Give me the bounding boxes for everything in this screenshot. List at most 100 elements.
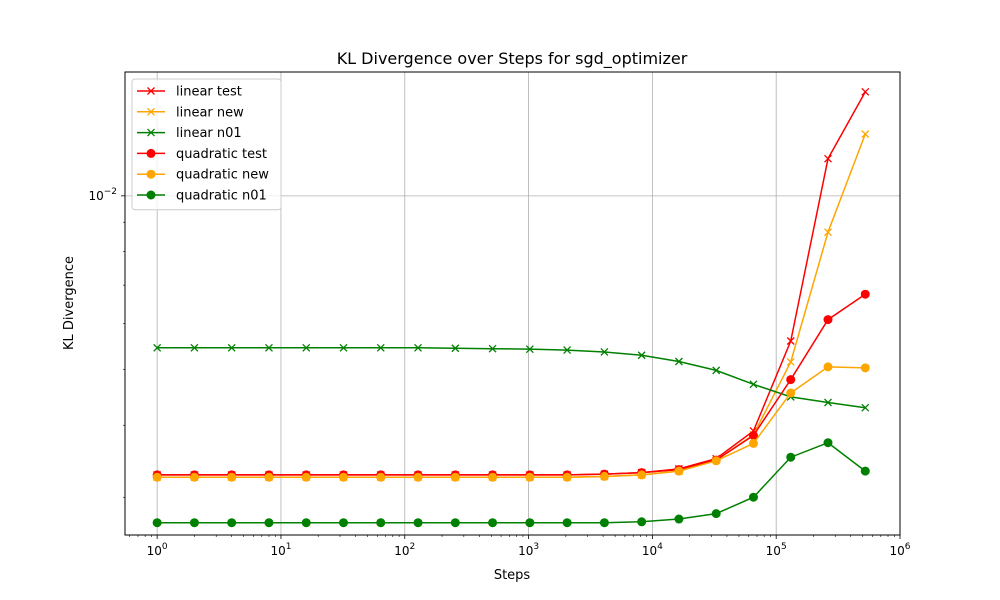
x-tick-base: 10 xyxy=(642,544,657,558)
data-point xyxy=(338,518,348,528)
legend-label: quadratic test xyxy=(176,147,267,162)
x-tick-base: 10 xyxy=(147,544,162,558)
data-point xyxy=(338,472,348,482)
data-point xyxy=(339,343,348,352)
data-point xyxy=(748,430,758,440)
data-point xyxy=(786,358,795,366)
legend-item: linear n01 xyxy=(137,126,242,141)
data-point xyxy=(860,466,870,476)
x-axis-label: Steps xyxy=(494,568,531,583)
data-point xyxy=(824,228,832,237)
x-tick-label: 103 xyxy=(518,542,539,558)
data-point xyxy=(189,472,199,482)
data-point xyxy=(376,518,386,528)
x-tick-label: 104 xyxy=(642,542,663,558)
data-point xyxy=(450,518,460,528)
data-point xyxy=(786,375,796,385)
data-point xyxy=(860,289,870,299)
x-tick-exponent: 3 xyxy=(533,542,539,552)
data-point xyxy=(264,518,274,528)
data-point xyxy=(712,366,721,375)
data-point xyxy=(562,518,572,528)
data-point xyxy=(674,357,683,366)
data-point xyxy=(786,452,796,462)
data-point xyxy=(414,343,422,352)
legend-item: quadratic new xyxy=(137,168,269,183)
data-point xyxy=(860,363,870,373)
data-point xyxy=(189,518,199,528)
series-line-quadratic-new xyxy=(157,366,866,478)
data-point xyxy=(786,337,795,345)
legend-box xyxy=(131,78,282,211)
x-tick-base: 10 xyxy=(889,544,904,558)
series-linear-n01 xyxy=(153,343,870,412)
x-tick-exponent: 6 xyxy=(905,542,911,552)
data-point xyxy=(637,470,647,480)
data-point xyxy=(748,492,758,502)
x-tick-exponent: 2 xyxy=(410,542,416,552)
data-point xyxy=(264,343,273,352)
data-point xyxy=(525,518,535,528)
data-point xyxy=(413,472,423,482)
plot-frame xyxy=(124,71,901,536)
legend-swatch-marker xyxy=(146,148,156,158)
data-point xyxy=(748,438,758,448)
data-point xyxy=(190,343,199,352)
x-tick-label: 105 xyxy=(766,542,787,558)
legend-swatch-marker xyxy=(146,190,156,200)
data-point xyxy=(562,472,572,482)
data-point xyxy=(600,347,609,356)
data-point xyxy=(599,518,609,528)
data-point xyxy=(525,345,534,354)
data-point xyxy=(861,403,870,412)
legend-item: linear test xyxy=(137,85,242,100)
data-point xyxy=(488,472,498,482)
data-point xyxy=(227,472,237,482)
data-point xyxy=(152,472,162,482)
series-layer xyxy=(152,87,870,528)
data-point xyxy=(302,343,311,352)
y-tick-label: 10−2 xyxy=(88,187,117,203)
x-tick-exponent: 0 xyxy=(162,542,168,552)
y-tick-base: 10 xyxy=(88,189,103,203)
series-quadratic-new xyxy=(152,362,870,482)
legend-item: quadratic n01 xyxy=(137,189,267,204)
legend: linear test linear new linear n01 quadratic… xyxy=(131,78,282,211)
data-point xyxy=(637,351,646,360)
data-point xyxy=(711,509,721,519)
data-point xyxy=(824,398,832,407)
data-point xyxy=(301,518,311,528)
chart-title: KL Divergence over Steps for sgd_optimiz… xyxy=(337,49,688,69)
x-tick-exponent: 5 xyxy=(781,542,787,552)
data-point xyxy=(823,315,833,325)
series-line-quadratic-n01 xyxy=(157,441,866,524)
data-point xyxy=(599,471,609,481)
data-point xyxy=(153,343,162,352)
data-point xyxy=(152,518,162,528)
data-point xyxy=(749,380,758,389)
y-tick-exponent: −2 xyxy=(104,187,117,197)
data-point xyxy=(376,472,386,482)
data-point xyxy=(823,362,833,372)
x-tick-exponent: 4 xyxy=(657,542,663,552)
series-line-linear-n01 xyxy=(157,347,866,409)
legend-label: linear test xyxy=(176,85,242,100)
data-point xyxy=(488,344,497,353)
legend-item: linear new xyxy=(137,105,244,120)
data-point xyxy=(301,472,311,482)
data-point xyxy=(823,438,833,448)
data-point xyxy=(861,130,870,139)
data-point xyxy=(227,518,237,528)
legend-label: linear n01 xyxy=(176,126,242,141)
legend-swatch-marker xyxy=(147,87,155,95)
legend-swatch-marker xyxy=(147,107,155,116)
x-tick-exponent: 1 xyxy=(286,542,292,552)
x-tick-base: 10 xyxy=(270,544,285,558)
data-point xyxy=(413,518,423,528)
legend-swatch-marker xyxy=(147,128,155,137)
data-point xyxy=(674,466,684,476)
legend-label: quadratic n01 xyxy=(176,189,267,204)
x-tick-label: 106 xyxy=(889,542,910,558)
